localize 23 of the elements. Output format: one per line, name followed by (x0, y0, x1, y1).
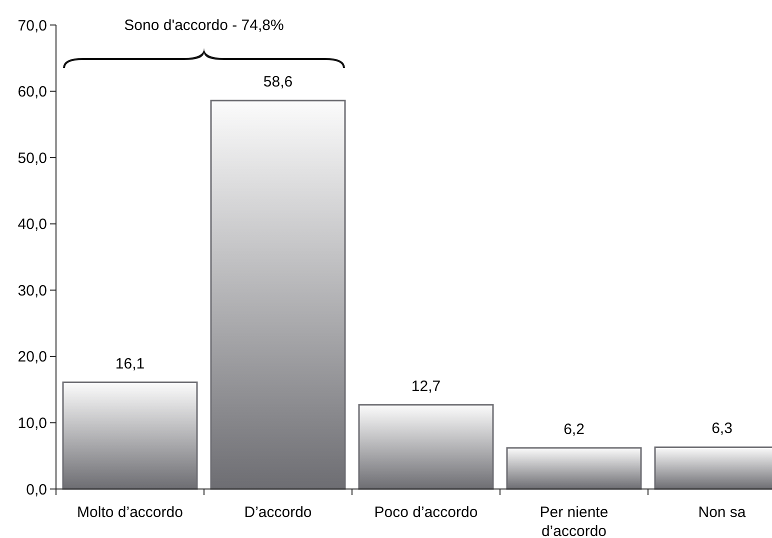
data-label: 6,2 (564, 420, 584, 438)
bar (506, 447, 642, 490)
x-tick-label: Molto d’accordo (77, 504, 183, 521)
y-tick-label: 10,0 (18, 414, 47, 432)
y-tick-label: 70,0 (18, 17, 47, 34)
data-label: 12,7 (411, 378, 441, 395)
annotation: Sono d'accordo - 74,8% (124, 17, 284, 34)
x-tick-label: Poco d’accordo (374, 504, 478, 521)
y-tick-label: 20,0 (18, 348, 47, 366)
y-tick-label: 40,0 (18, 216, 47, 234)
bar (62, 382, 198, 490)
y-tick-label: 60,0 (18, 84, 47, 101)
data-label: 58,6 (263, 74, 293, 91)
data-label: 16,1 (115, 355, 145, 372)
x-tick-label: D’accordo (244, 504, 312, 521)
bar (210, 100, 346, 490)
x-tick-label: Per niente d’accordo (540, 504, 608, 538)
y-tick-label: 50,0 (18, 150, 47, 167)
y-tick-label: 0,0 (26, 481, 47, 498)
data-label: 6,3 (712, 420, 732, 438)
bar (358, 404, 494, 490)
y-tick-label: 30,0 (18, 282, 47, 300)
x-tick-label: Non sa (698, 504, 746, 521)
